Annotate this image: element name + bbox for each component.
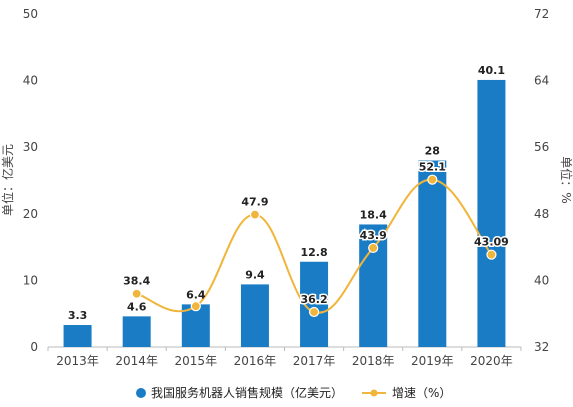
bar-value-label: 6.4 (186, 288, 206, 301)
left-axis-tick-label: 40 (23, 74, 38, 88)
bar-value-label: 12.8 (300, 246, 327, 259)
legend: 我国服务机器人销售规模（亿美元） 增速（%） (136, 385, 451, 400)
bar-value-label: 40.1 (478, 64, 505, 77)
growth-point (368, 242, 379, 254)
bar (477, 79, 506, 348)
axes-layer: 0 10 20 30 40 50 32 40 48 56 64 72 2013年 2014年 2015年 20… (23, 7, 550, 368)
bar-value-label: 9.4 (245, 268, 265, 281)
bar-value-label: 18.4 (360, 208, 387, 221)
left-axis-tick-label: 20 (23, 207, 38, 221)
x-axis-tick-label: 2013年 (56, 354, 99, 368)
x-axis-tick-label: 2020年 (470, 354, 513, 368)
growth-value-label: 43.9 (360, 229, 387, 242)
bar-value-label: 28 (425, 145, 440, 158)
growth-value-label: 36.2 (300, 293, 327, 306)
growth-value-label: 47.9 (241, 196, 268, 209)
bar (240, 284, 269, 347)
right-axis-tick-label: 72 (534, 7, 549, 21)
right-axis-tick-label: 32 (534, 340, 549, 354)
legend-bar-swatch (136, 388, 146, 398)
growth-line-layer (131, 174, 497, 318)
right-axis-tick-label: 48 (534, 207, 549, 221)
growth-point (427, 174, 438, 185)
data-labels-layer: 3.3 4.6 6.4 9.4 12.8 18.4 28 40.1 38.4 47.9 36.2 43… (68, 64, 511, 322)
bars-layer (63, 79, 506, 348)
x-axis-tick-label: 2015年 (175, 354, 218, 368)
bar-value-label: 3.3 (68, 309, 88, 322)
growth-point (249, 209, 261, 220)
left-axis-title: 单位：亿美元 (0, 144, 15, 216)
growth-value-label: 43.09 (474, 236, 509, 249)
left-axis-tick-label: 30 (23, 140, 38, 154)
left-axis-tick-label: 50 (23, 7, 38, 21)
x-axis-tick-label: 2018年 (352, 354, 395, 368)
growth-value-label: 38.4 (123, 275, 150, 288)
right-axis-tick-label: 64 (534, 74, 549, 88)
left-axis-tick-label: 0 (30, 340, 38, 354)
bar (122, 316, 151, 347)
growth-point (131, 288, 142, 299)
x-axis-tick-label: 2017年 (293, 354, 336, 368)
growth-point (190, 301, 201, 312)
right-axis-tick-label: 56 (534, 140, 549, 154)
right-axis-title: 单位：% (559, 156, 573, 203)
bar (63, 325, 92, 347)
left-axis-tick-label: 10 (23, 273, 38, 287)
growth-point (486, 249, 497, 260)
right-axis-tick-label: 40 (534, 273, 549, 287)
growth-point (308, 306, 320, 318)
legend-bar-label: 我国服务机器人销售规模（亿美元） (151, 385, 343, 400)
bar (181, 304, 210, 347)
x-axis-tick-label: 2019年 (411, 354, 454, 368)
x-axis-tick-label: 2016年 (234, 354, 277, 368)
bar-value-label: 4.6 (127, 300, 147, 313)
x-axis-tick-label: 2014年 (115, 354, 158, 368)
growth-value-label: 52.1 (419, 161, 446, 174)
legend-line-label: 增速（%） (392, 386, 451, 400)
legend-line-marker (370, 389, 378, 397)
bar (418, 160, 447, 347)
